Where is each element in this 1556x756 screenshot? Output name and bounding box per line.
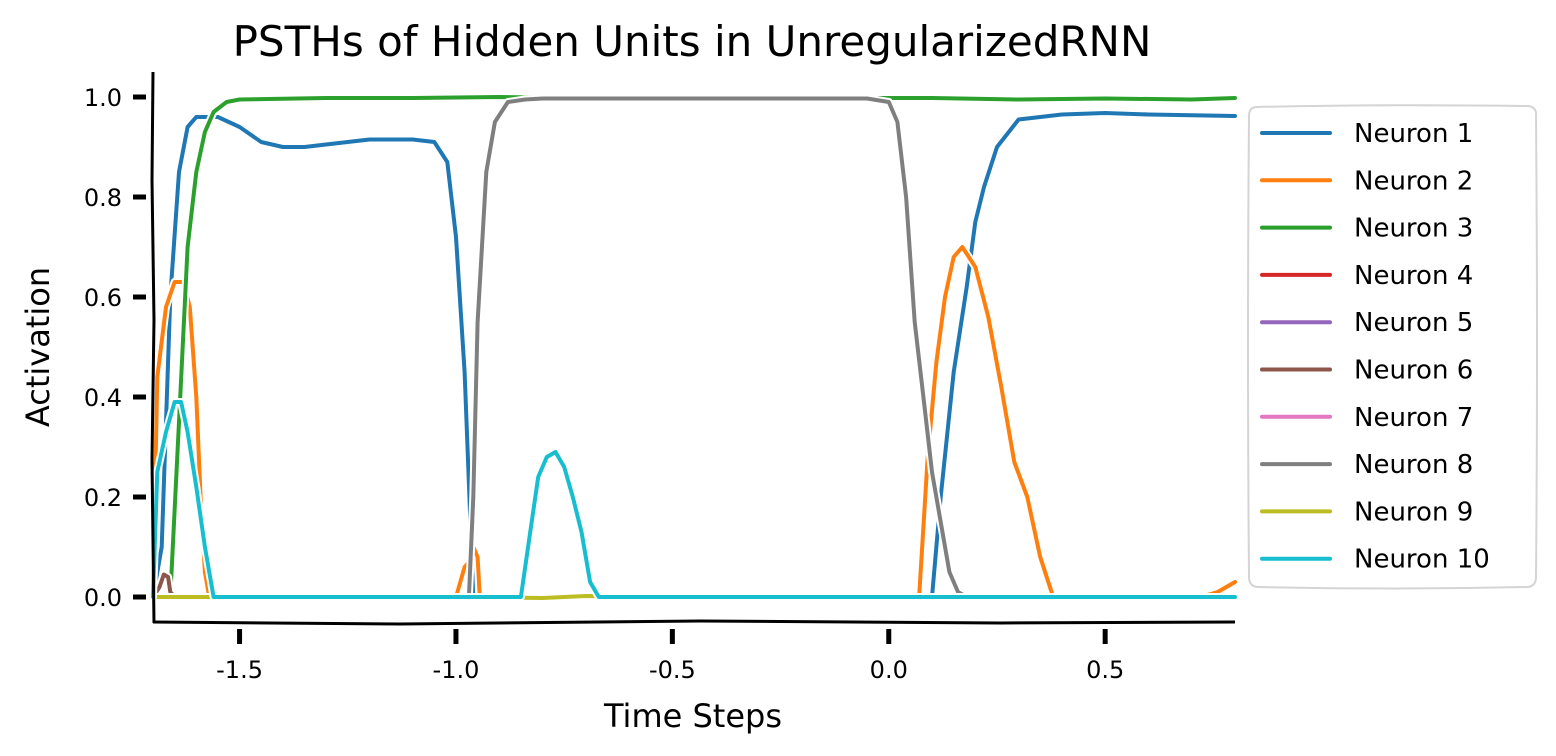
- y-tick-label: 0.4: [84, 384, 122, 412]
- axes-layer: [150, 71, 1236, 626]
- legend-label-neuron-5: Neuron 5: [1354, 308, 1473, 338]
- y-axis-label: Activation: [19, 267, 57, 427]
- legend-label-neuron-3: Neuron 3: [1354, 214, 1473, 244]
- legend-label-neuron-1: Neuron 1: [1354, 119, 1473, 149]
- ticks-layer: 0.0 0.2 0.4 0.6 0.8 1.0 -1.5 -1.0 -0.5 0.0 0.5: [84, 84, 1124, 684]
- legend-label-neuron-4: Neuron 4: [1354, 261, 1473, 291]
- legend: Neuron 1 Neuron 2 Neuron 3 Neuron 4 Neuron 5…: [1247, 104, 1538, 590]
- chart-title: PSTHs of Hidden Units in UnregularizedRN…: [233, 17, 1152, 66]
- series-layer: [149, 93, 1239, 602]
- legend-label-neuron-7: Neuron 7: [1354, 403, 1473, 433]
- legend-items: Neuron 1 Neuron 2 Neuron 3 Neuron 4 Neuron 5…: [1260, 119, 1490, 575]
- x-tick-label: -1.0: [433, 656, 480, 684]
- y-axis-spine: [150, 71, 156, 624]
- legend-label-neuron-6: Neuron 6: [1354, 356, 1473, 386]
- y-tick-label: 0.0: [84, 584, 122, 612]
- x-axis-spine: [152, 619, 1236, 626]
- legend-label-neuron-10: Neuron 10: [1354, 545, 1490, 575]
- y-tick-label: 1.0: [84, 84, 122, 112]
- series-line-neuron-8: [466, 96, 969, 599]
- legend-label-neuron-8: Neuron 8: [1354, 450, 1473, 480]
- legend-label-neuron-2: Neuron 2: [1354, 166, 1473, 196]
- y-tick-label: 0.6: [84, 284, 122, 312]
- y-tick-label: 0.8: [84, 184, 122, 212]
- legend-label-neuron-9: Neuron 9: [1354, 497, 1473, 527]
- series-line-neuron-10: [151, 400, 1237, 599]
- x-tick-label: -0.5: [649, 656, 696, 684]
- series-line-neuron-1: [151, 111, 1237, 599]
- x-tick-label: 0.0: [870, 656, 908, 684]
- x-axis-label: Time Steps: [603, 697, 782, 735]
- y-tick-label: 0.2: [84, 484, 122, 512]
- series-line-neuron-3: [151, 95, 1237, 599]
- x-tick-label: -1.5: [216, 656, 263, 684]
- x-tick-label: 0.5: [1086, 656, 1124, 684]
